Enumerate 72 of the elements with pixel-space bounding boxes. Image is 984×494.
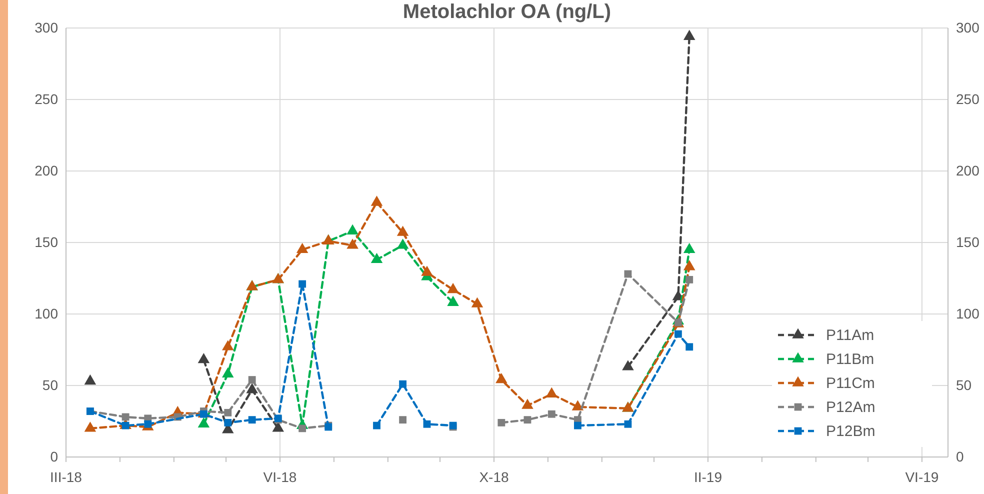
point <box>248 416 256 424</box>
point <box>346 224 358 234</box>
point <box>298 280 306 288</box>
point <box>84 422 96 432</box>
x-tick-label: III-18 <box>50 468 82 485</box>
y2-tick-label: 0 <box>956 448 964 464</box>
legend-label: P12Am <box>826 399 876 416</box>
point <box>224 408 232 416</box>
point <box>624 270 632 278</box>
y-tick-label: 0 <box>50 448 58 464</box>
point <box>222 340 234 350</box>
y-tick-label: 50 <box>42 376 58 393</box>
point <box>548 410 556 418</box>
legend-label: P11Am <box>826 327 874 344</box>
point <box>572 400 584 410</box>
point <box>198 417 210 428</box>
chart-title: Metolachlor OA (ng/L) <box>402 1 612 23</box>
y2-tick-label: 250 <box>956 90 980 107</box>
x-tick-label: VI-19 <box>905 468 939 485</box>
y-tick-label: 250 <box>34 90 58 107</box>
y-tick-label: 100 <box>34 305 58 322</box>
point <box>674 330 682 338</box>
point <box>144 420 152 428</box>
point <box>546 387 558 398</box>
legend-label: P12Bm <box>826 423 876 440</box>
point <box>248 376 256 384</box>
point <box>396 238 409 249</box>
legend-label: P11Bm <box>826 351 874 368</box>
y-tick-label: 200 <box>34 162 58 178</box>
point <box>198 352 210 364</box>
point <box>396 226 409 236</box>
legend-label: P11Cm <box>826 375 875 392</box>
x-tick-label: X-18 <box>479 468 509 485</box>
point <box>224 418 232 426</box>
point <box>296 242 308 254</box>
point <box>683 242 696 254</box>
point <box>222 367 234 378</box>
y2-tick-label: 200 <box>956 162 980 178</box>
point <box>622 360 634 370</box>
y-tick-label: 300 <box>34 19 58 36</box>
point <box>421 266 433 276</box>
y2-tick-label: 300 <box>956 19 980 36</box>
x-tick-label: II-19 <box>694 468 722 485</box>
y2-tick-label: 50 <box>956 376 972 393</box>
point <box>686 276 694 284</box>
point <box>471 297 484 308</box>
point <box>496 372 508 384</box>
point <box>686 343 694 351</box>
point <box>423 420 431 428</box>
point <box>84 374 96 385</box>
point <box>246 382 258 394</box>
point <box>522 398 534 409</box>
point <box>447 282 459 294</box>
point <box>574 422 582 430</box>
point <box>122 413 130 421</box>
x-tick-label: VI-18 <box>263 468 297 485</box>
y2-tick-label: 150 <box>956 234 980 250</box>
point <box>399 380 407 388</box>
point <box>399 416 407 424</box>
point <box>524 416 532 424</box>
y-tick-label: 150 <box>34 234 58 250</box>
point <box>683 260 696 270</box>
y2-tick-label: 100 <box>956 305 980 322</box>
point <box>370 196 383 206</box>
point <box>346 238 358 249</box>
point <box>624 420 632 428</box>
point <box>498 418 506 426</box>
point <box>373 422 380 430</box>
point <box>447 296 459 306</box>
point <box>683 30 696 40</box>
point <box>370 252 383 264</box>
point <box>298 424 306 432</box>
